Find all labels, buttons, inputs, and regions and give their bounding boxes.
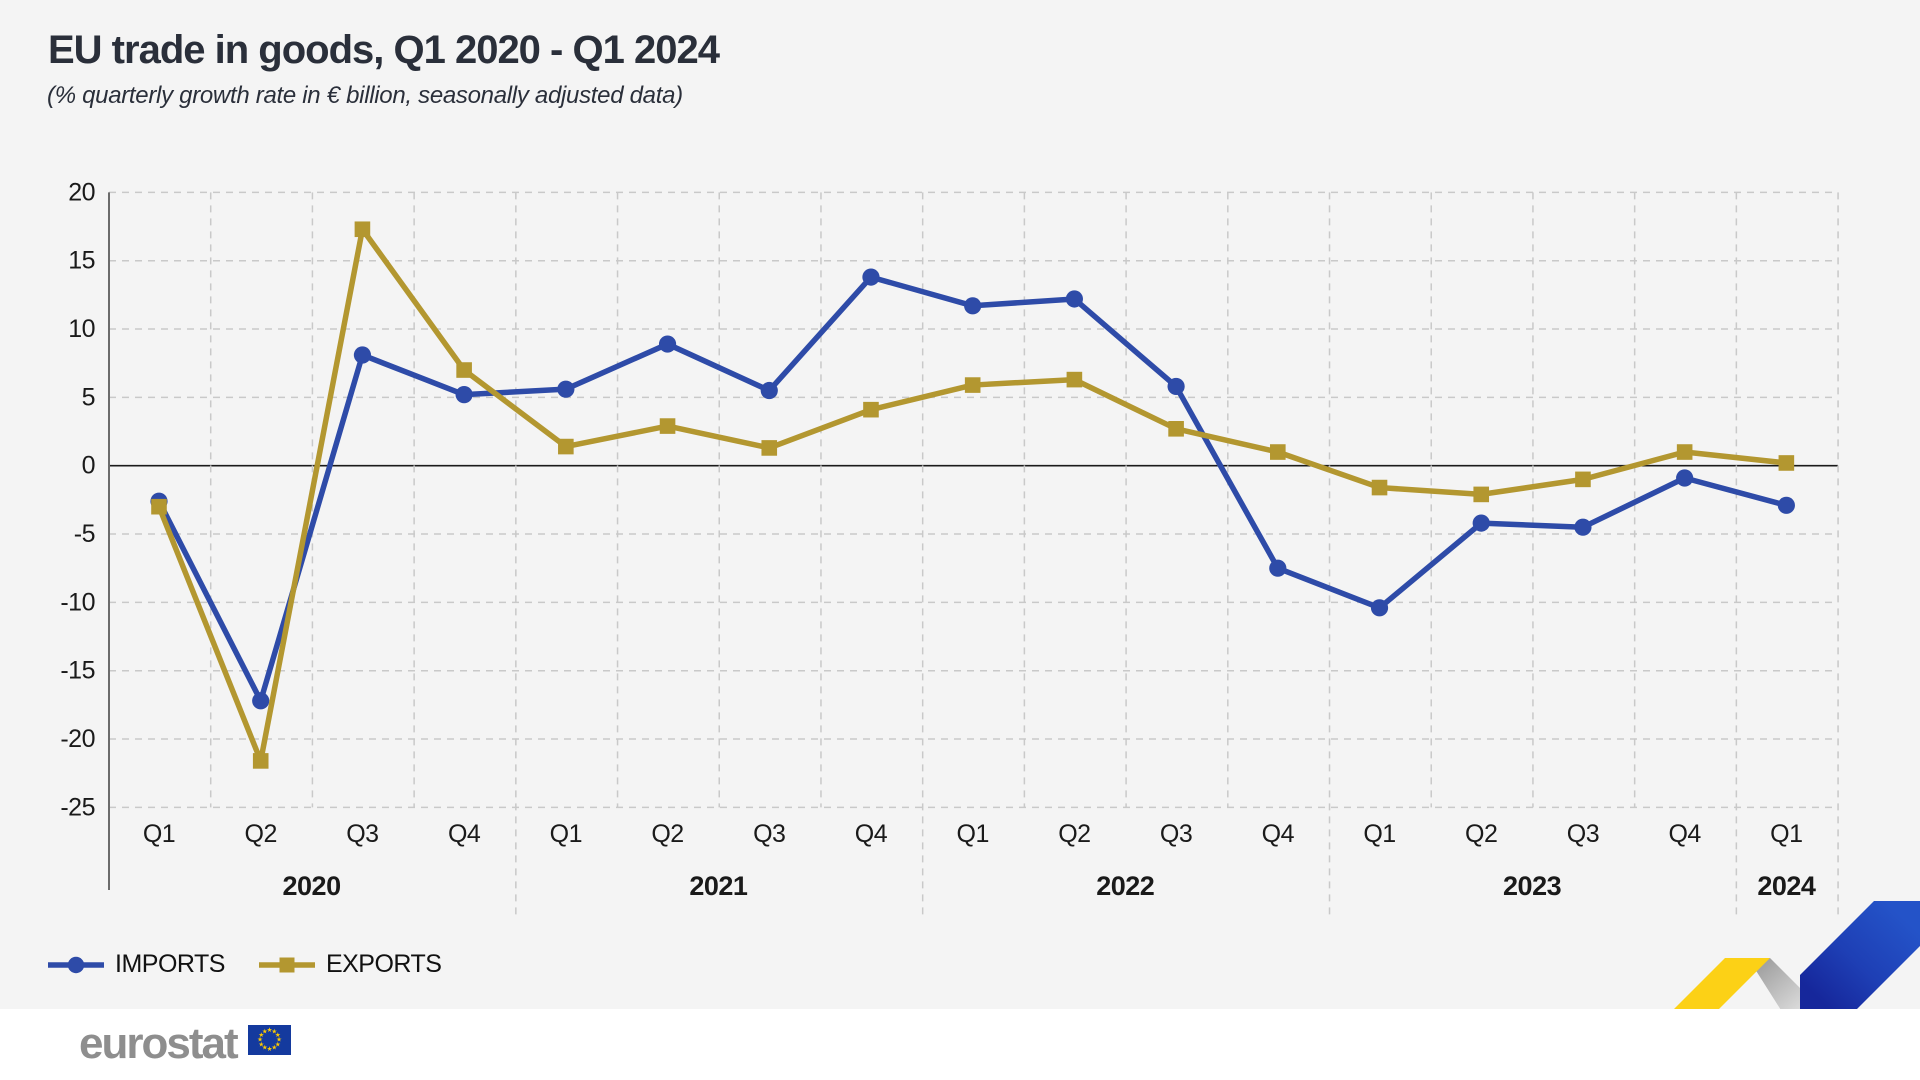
exports-data-point [1676, 444, 1693, 460]
y-axis-tick-label: -25 [60, 793, 95, 821]
legend-item-imports: IMPORTS [48, 950, 225, 979]
x-axis-quarter-label: Q1 [1770, 820, 1802, 848]
exports-data-point [1371, 479, 1388, 496]
x-axis-quarter-label: Q3 [1160, 820, 1192, 848]
page-subtitle: (% quarterly growth rate in € billion, s… [47, 82, 683, 109]
x-axis-quarter-label: Q2 [1058, 820, 1090, 848]
x-axis-year-label: 2021 [689, 871, 748, 901]
exports-data-point [354, 221, 371, 238]
x-axis-quarter-label: Q1 [957, 820, 989, 848]
y-axis-tick-label: 10 [68, 315, 95, 343]
imports-data-point [1065, 290, 1083, 308]
imports-data-point [1269, 559, 1287, 577]
x-axis-quarter-label: Q3 [1567, 820, 1599, 848]
flag-star-icon: ★ [271, 1027, 277, 1035]
x-axis-year-label: 2024 [1757, 871, 1816, 901]
flag-star-icon: ★ [267, 1026, 273, 1034]
y-axis-tick-label: -15 [60, 657, 95, 685]
y-axis-tick-label: -5 [74, 520, 95, 548]
flag-star-icon: ★ [257, 1036, 263, 1044]
x-axis-quarter-label: Q2 [245, 820, 277, 848]
x-axis-quarter-label: Q1 [143, 820, 175, 848]
x-axis-quarter-label: Q1 [1363, 820, 1395, 848]
x-axis-year-label: 2022 [1096, 871, 1154, 901]
x-axis-quarter-label: Q3 [346, 820, 378, 848]
exports-data-point [863, 401, 879, 418]
footer-band: eurostat ★ ★ ★ ★ ★ ★ ★ ★ ★ ★ ★ ★ [0, 1009, 1920, 1080]
imports-data-point [760, 381, 778, 400]
flag-star-icon: ★ [275, 1040, 281, 1048]
flag-star-icon: ★ [276, 1036, 282, 1044]
x-axis-quarter-label: Q4 [855, 820, 888, 848]
exports-series [151, 221, 1795, 769]
flag-star-icon: ★ [258, 1040, 264, 1048]
imports-data-point [1472, 514, 1490, 532]
exports-data-point [1575, 471, 1591, 488]
exports-data-point [151, 498, 167, 515]
exports-data-point [1778, 455, 1795, 471]
x-axis-quarter-label: Q4 [1668, 820, 1701, 848]
exports-line-square-icon [258, 955, 315, 975]
flag-star-icon: ★ [267, 1045, 273, 1053]
imports-data-point [455, 386, 473, 404]
imports-line-circle-icon [48, 955, 104, 975]
flag-star-icon: ★ [271, 1044, 277, 1052]
imports-data-point [964, 297, 982, 315]
imports-data-point [252, 692, 270, 710]
x-axis-quarter-label: Q2 [1465, 820, 1497, 848]
y-axis-tick-label: 15 [68, 247, 95, 275]
flag-star-icon: ★ [262, 1044, 268, 1052]
flag-star-icon: ★ [275, 1031, 281, 1039]
x-axis-year-label: 2020 [283, 871, 341, 901]
exports-data-point [1270, 444, 1286, 460]
exports-data-point [964, 377, 981, 393]
y-axis-tick-label: 5 [82, 383, 95, 411]
eu-flag-icon: ★★★★★★★★★★★★ [248, 1025, 291, 1055]
x-axis-quarter-label: Q1 [550, 820, 582, 848]
exports-data-point [761, 440, 778, 456]
imports-data-point [1676, 469, 1694, 487]
exports-data-point [1473, 486, 1490, 503]
imports-data-point [1370, 599, 1389, 617]
x-axis-quarter-label: Q2 [651, 820, 683, 848]
chart-legend: IMPORTS EXPORTS [48, 950, 475, 979]
x-axis-quarter-label: Q4 [1262, 820, 1295, 848]
legend-label-imports: IMPORTS [115, 950, 225, 978]
imports-data-point [862, 268, 880, 286]
y-axis-tick-label: 20 [68, 178, 95, 206]
flag-star-icon: ★ [262, 1027, 268, 1035]
page-title: EU trade in goods, Q1 2020 - Q1 2024 [48, 28, 720, 72]
imports-data-point [557, 380, 575, 398]
y-axis-tick-label: -20 [60, 725, 95, 753]
legend-label-exports: EXPORTS [325, 950, 442, 978]
exports-data-point [1168, 420, 1184, 437]
exports-data-point [659, 418, 676, 434]
legend-item-exports: EXPORTS [258, 950, 442, 979]
x-axis-quarter-label: Q4 [448, 820, 481, 848]
imports-data-point [353, 346, 372, 364]
x-axis-quarter-label: Q3 [753, 820, 785, 848]
y-axis-tick-label: -10 [60, 588, 95, 616]
exports-data-point [558, 438, 574, 455]
y-axis-tick-label: 0 [82, 452, 95, 480]
imports-data-point [658, 335, 677, 353]
imports-series [150, 268, 1795, 710]
x-axis-year-label: 2023 [1503, 871, 1562, 901]
eurostat-logo: eurostat [79, 1019, 239, 1068]
flag-star-icon: ★ [258, 1031, 264, 1039]
exports-data-point [1066, 371, 1083, 388]
exports-data-point [456, 362, 472, 378]
imports-data-point [1167, 377, 1185, 396]
imports-data-point [1574, 518, 1592, 536]
exports-data-point [252, 753, 269, 769]
imports-data-point [1777, 496, 1795, 514]
